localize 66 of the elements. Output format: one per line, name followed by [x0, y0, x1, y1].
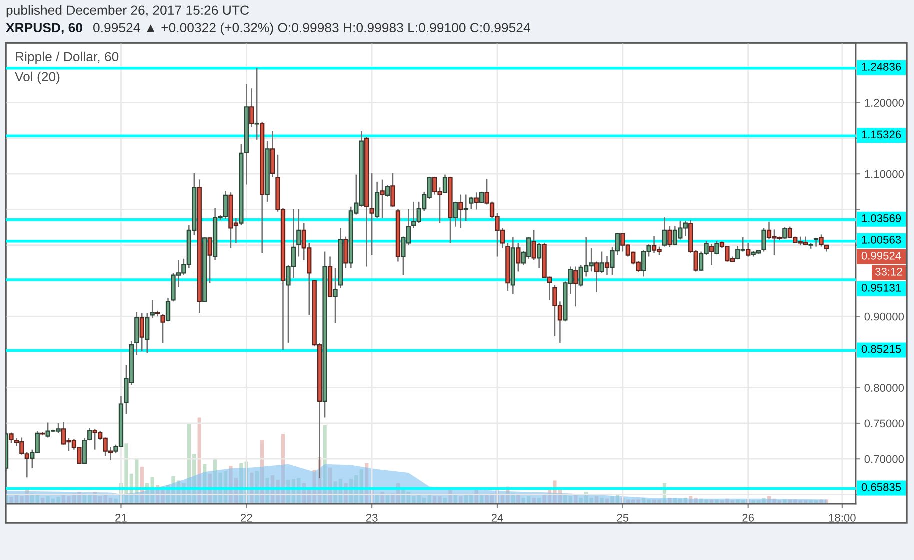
candlestick: [469, 196, 474, 210]
ref-line-label: 1.03569: [862, 214, 902, 222]
text: 0.99524: [862, 252, 902, 260]
candlestick: [160, 314, 166, 344]
ref-line-label: 1.15326: [862, 130, 902, 139]
ref-line-label: 1.00563: [862, 236, 902, 244]
candlestick: [442, 174, 448, 194]
candlestick: [385, 184, 390, 198]
x-tick-label: 18:00: [829, 514, 856, 522]
candlestick: [166, 297, 171, 322]
text: Ripple / Dollar, 60: [16, 52, 119, 64]
candlestick: [574, 266, 578, 308]
candlestick: [333, 268, 338, 324]
bar: [594, 496, 599, 504]
candlestick: [453, 201, 458, 228]
candlestick: [296, 208, 302, 258]
candlestick: [370, 172, 374, 256]
candlestick: [464, 194, 468, 222]
candlestick: [819, 234, 824, 248]
y-tick-label: 0.75000: [864, 420, 904, 428]
y-tick-label: 1.10000: [865, 170, 904, 178]
chart-title: XRPUSD, 60: [6, 23, 82, 34]
candlestick: [516, 242, 521, 272]
ref-line-label: 0.65835: [862, 483, 902, 492]
candlestick: [762, 228, 766, 252]
candlestick: [782, 226, 788, 240]
candlestick: [380, 179, 385, 219]
y-tick-label: 0.70000: [864, 455, 904, 464]
bar: [323, 426, 327, 504]
text: published December 26, 2017 15:26 UTC: [6, 5, 250, 18]
candlestick: [140, 312, 144, 352]
x-tick-label: 23: [366, 514, 378, 522]
ref-line-label: 0.85215: [862, 345, 902, 354]
candlestick: [458, 194, 464, 229]
x-tick-label: 21: [116, 514, 127, 522]
x-tick-label: 26: [742, 514, 754, 522]
chart-title: Vol (20): [15, 72, 60, 84]
ref-line-label: 0.95131: [862, 284, 902, 292]
candlestick: [344, 236, 348, 269]
candlestick: [668, 225, 672, 248]
y-tick-label: 1.20000: [865, 99, 904, 107]
candlestick: [254, 67, 260, 141]
candlestick: [600, 251, 604, 274]
candlestick: [532, 230, 536, 261]
candlestick: [250, 88, 254, 128]
y-tick-label: 0.80000: [864, 384, 904, 392]
ref-line-label: 1.24836: [862, 63, 902, 71]
text: 0.99524 ▲ +0.00322 (+0.32%) O:0.99983 H:0.99983 L:0.99100 C:0.99524: [94, 22, 530, 36]
candlestick: [594, 261, 600, 294]
text: 33:12: [876, 268, 902, 276]
candlestick: [474, 192, 479, 210]
y-tick-label: 0.90000: [864, 312, 904, 321]
candlestick: [208, 236, 212, 284]
candlestick: [390, 172, 396, 208]
candlestick: [662, 216, 668, 248]
candlestick: [150, 300, 155, 319]
x-tick-label: 22: [241, 514, 252, 522]
candlestick: [746, 242, 751, 258]
candlestick: [814, 238, 819, 248]
candlestick: [145, 312, 150, 354]
candlestick: [536, 242, 542, 269]
candlestick: [709, 243, 714, 266]
x-tick-label: 24: [492, 514, 504, 522]
candlestick: [604, 255, 610, 276]
candlestick: [714, 240, 720, 256]
x-tick-label: 25: [617, 514, 629, 522]
